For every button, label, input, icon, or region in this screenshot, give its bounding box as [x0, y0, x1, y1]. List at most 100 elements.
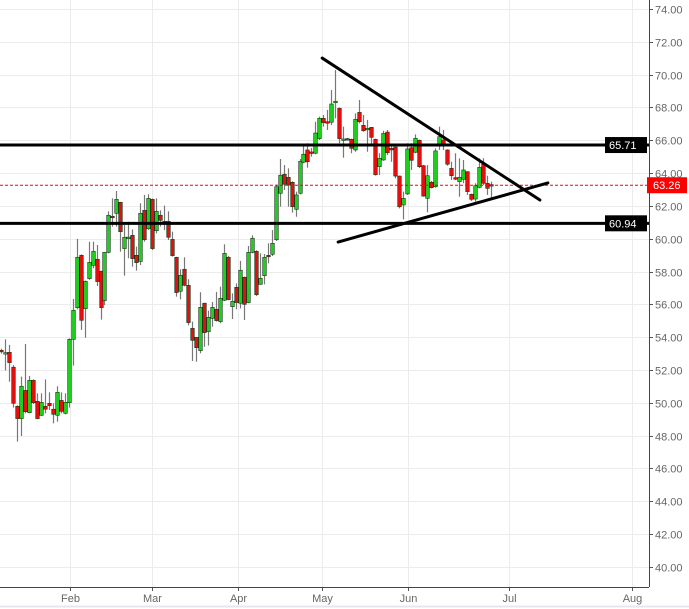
candle-body-up [278, 174, 283, 194]
candle [206, 310, 211, 346]
candle [71, 298, 76, 366]
candle-body-down [357, 112, 362, 123]
candle-body-down [445, 149, 450, 165]
candle [122, 224, 127, 276]
y-tick-label: 74.00 [655, 5, 683, 17]
candle-body-down [158, 214, 163, 221]
candle [114, 190, 119, 227]
candle [218, 286, 223, 324]
candle-body-up [138, 213, 143, 262]
candle-body-down [465, 171, 470, 192]
candle-body-down [226, 256, 231, 300]
candle [142, 194, 147, 242]
y-tick-label: 62.00 [655, 202, 683, 214]
candle-body-up [262, 256, 267, 276]
candle [309, 147, 314, 157]
candle-body-up [377, 158, 382, 168]
y-tick-label: 68.00 [655, 103, 683, 115]
candle [270, 230, 275, 256]
candle-body-down [134, 255, 139, 263]
candle [385, 129, 390, 156]
candle-body-down [182, 268, 187, 286]
candle [258, 253, 263, 285]
candle [43, 379, 48, 414]
candle-body-down [421, 165, 426, 197]
candle [298, 158, 303, 195]
candle-body-up [71, 309, 76, 340]
candle-body-down [485, 182, 490, 189]
candle [182, 257, 187, 287]
candle-body-down [214, 309, 219, 321]
candle-body-down [325, 121, 330, 124]
candle [441, 129, 446, 150]
y-tick-label: 42.00 [655, 530, 683, 542]
candle [449, 161, 454, 180]
candle [3, 339, 8, 371]
candle-body-down [290, 181, 295, 208]
x-tick-label: Jul [502, 593, 516, 605]
candle-body-up [55, 392, 60, 416]
x-tick-label: Jun [400, 593, 418, 605]
candle-body-down [345, 138, 350, 141]
candle-body-up [154, 211, 159, 231]
level-label: 60.94 [609, 218, 637, 230]
candle-body-up [206, 317, 211, 332]
candle [230, 293, 235, 319]
candle-body-up [433, 150, 438, 188]
candle-body-down [15, 405, 20, 419]
candle-body-up [301, 153, 306, 163]
candle [389, 145, 394, 162]
candle [35, 393, 40, 420]
candle [365, 119, 370, 152]
candle [138, 203, 143, 265]
candle [83, 280, 88, 338]
candle [178, 269, 183, 300]
candle [262, 254, 267, 285]
y-tick-label: 50.00 [655, 399, 683, 411]
candle [477, 158, 482, 189]
candle-body-down [0, 350, 4, 353]
candle [401, 191, 406, 220]
candle-body-up [473, 185, 478, 200]
candle-body-up [298, 160, 303, 194]
candle [301, 145, 306, 164]
candle-body-up [294, 194, 299, 210]
candle-body-up [246, 252, 251, 303]
candle [186, 279, 191, 326]
candle [130, 229, 135, 267]
candle [222, 244, 227, 302]
candle [31, 379, 36, 404]
candle [238, 260, 243, 309]
candle-body-up [39, 402, 44, 416]
candle-body-down [11, 366, 16, 404]
x-tick-label: Feb [61, 593, 80, 605]
candle-body-up [63, 402, 68, 414]
y-tick-label: 60.00 [655, 235, 683, 247]
candle-body-up [341, 138, 346, 141]
candle-body-up [122, 236, 127, 249]
level-label-box [605, 215, 647, 232]
y-tick-label: 52.00 [655, 366, 683, 378]
candle-body-down [59, 400, 64, 412]
candle [361, 115, 366, 132]
candle-body-down [202, 302, 207, 333]
x-tick-label: Apr [230, 593, 247, 605]
candle [118, 201, 123, 252]
candle-body-down [393, 146, 398, 177]
candle-body-down [361, 125, 366, 132]
candle-body-up [365, 128, 370, 131]
candle [461, 159, 466, 184]
candle-body-up [353, 118, 358, 151]
candle [409, 143, 414, 170]
candle [234, 283, 239, 310]
x-tick-label: May [312, 593, 333, 605]
candle [473, 183, 478, 202]
candle [321, 115, 326, 127]
candle-body-up [87, 262, 92, 279]
candle [0, 348, 4, 354]
candle-body-up [75, 256, 80, 308]
candle-body-down [409, 147, 414, 161]
candle [489, 181, 494, 199]
candle-body-down [321, 117, 326, 124]
